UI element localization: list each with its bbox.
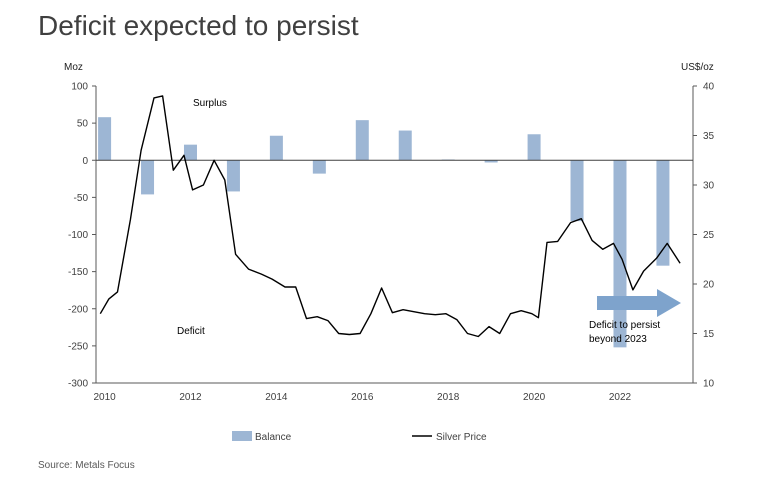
balance-bar — [141, 160, 155, 195]
chart-title: Deficit expected to persist — [38, 10, 359, 41]
balance-bars — [98, 117, 670, 348]
right-tick-label: 25 — [703, 230, 715, 241]
silver-price-line — [99, 95, 681, 338]
arrow-right-icon — [597, 289, 681, 317]
left-axis: 100 50 0 -50 -100 -150 -200 -250 -300 — [68, 82, 97, 390]
balance-bar — [98, 117, 112, 161]
left-tick-label: -50 — [74, 193, 89, 204]
balance-bar — [656, 160, 670, 266]
right-axis: 40 35 30 25 20 15 10 — [692, 82, 715, 390]
left-tick-label: -300 — [68, 379, 88, 390]
left-tick-label: 50 — [77, 119, 89, 130]
x-axis: 2010 2012 2014 2016 2018 2020 2022 — [93, 382, 693, 403]
left-tick-label: -150 — [68, 267, 88, 278]
silver-price-polyline — [99, 95, 681, 338]
outlook-label-line2: beyond 2023 — [589, 334, 647, 345]
left-tick-label: 0 — [82, 156, 88, 167]
balance-bar — [269, 135, 283, 161]
balance-bar — [570, 160, 584, 222]
left-tick-label: -100 — [68, 230, 88, 241]
x-tick-label: 2020 — [523, 392, 546, 403]
x-tick-label: 2016 — [351, 392, 374, 403]
balance-bar — [355, 120, 369, 161]
balance-bar — [312, 160, 326, 174]
balance-bar — [484, 160, 498, 163]
right-tick-label: 20 — [703, 280, 715, 291]
balance-bar — [398, 130, 412, 161]
deficit-label: Deficit — [177, 326, 205, 337]
x-tick-label: 2012 — [179, 392, 202, 403]
right-tick-label: 10 — [703, 379, 715, 390]
legend-silver-price-label: Silver Price — [436, 432, 487, 443]
legend-balance-swatch — [232, 431, 252, 441]
surplus-label: Surplus — [193, 98, 227, 109]
left-tick-label: 100 — [71, 82, 88, 93]
balance-bar — [226, 160, 240, 192]
x-tick-label: 2018 — [437, 392, 460, 403]
left-axis-unit: Moz — [64, 62, 83, 73]
balance-bar — [527, 134, 541, 161]
x-tick-label: 2010 — [93, 392, 116, 403]
outlook-label-line1: Deficit to persist — [589, 320, 660, 331]
x-tick-label: 2022 — [609, 392, 632, 403]
right-tick-label: 35 — [703, 131, 715, 142]
right-tick-label: 30 — [703, 181, 715, 192]
legend-balance-label: Balance — [255, 432, 292, 443]
left-tick-label: -250 — [68, 341, 88, 352]
balance-bar — [183, 144, 197, 161]
source-note: Source: Metals Focus — [38, 460, 135, 471]
outlook-arrow — [597, 289, 681, 317]
right-tick-label: 15 — [703, 329, 715, 340]
legend: Balance Silver Price — [232, 431, 487, 443]
right-axis-unit: US$/oz — [681, 62, 714, 73]
left-tick-label: -200 — [68, 304, 88, 315]
x-tick-label: 2014 — [265, 392, 288, 403]
right-tick-label: 40 — [703, 82, 715, 93]
